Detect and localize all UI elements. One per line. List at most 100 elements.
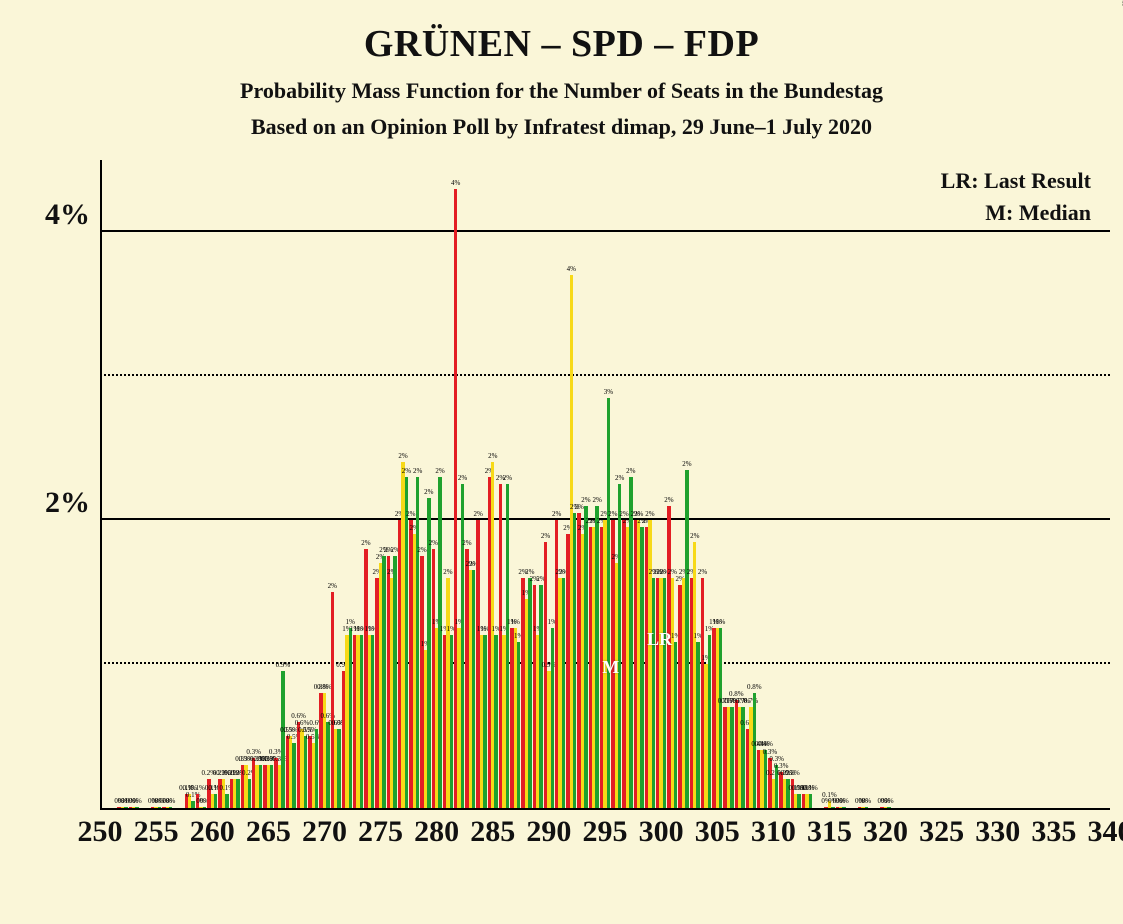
bar-green	[438, 477, 441, 808]
bar-value-label: 2%	[398, 452, 407, 460]
bar-value-label: 2%	[645, 510, 654, 518]
bar-green	[674, 642, 677, 808]
bar-green	[349, 628, 352, 808]
bar-value-label: 0%	[839, 797, 848, 805]
bar-value-label: 0.2%	[785, 769, 800, 777]
bar-green	[584, 506, 587, 808]
bar-green	[214, 794, 217, 808]
bar-value-label: 2%	[503, 474, 512, 482]
bar-green	[259, 765, 262, 808]
bar-green	[517, 642, 520, 808]
y-axis-label: 2%	[45, 486, 90, 520]
bars-group: 0%0%0%0%0%0%0%0%0%0%0%0%0.1%0.1%0.1%0.1%…	[100, 160, 1110, 808]
bar-green	[135, 807, 138, 808]
bar-green	[494, 635, 497, 808]
x-axis-tick: 325	[919, 815, 964, 849]
bar-value-label: 1%	[511, 618, 520, 626]
x-axis	[100, 808, 1110, 810]
bar-value-label: 4%	[451, 179, 460, 187]
x-axis-tick: 270	[302, 815, 347, 849]
x-axis-tick: 255	[134, 815, 179, 849]
bar-value-label: 2%	[458, 474, 467, 482]
bar-value-label: 0.1%	[803, 784, 818, 792]
bar-green	[607, 398, 610, 808]
bar-green	[730, 707, 733, 808]
chart-subtitle-2: Based on an Opinion Poll by Infratest di…	[0, 114, 1123, 140]
bar-green	[483, 635, 486, 808]
bar-green	[528, 578, 531, 808]
bar-green	[225, 794, 228, 808]
x-axis-tick: 340	[1088, 815, 1123, 849]
bar-green	[539, 585, 542, 808]
bar-green	[236, 779, 239, 808]
bar-green	[203, 807, 206, 808]
bar-green	[382, 556, 385, 808]
x-axis-tick: 295	[583, 815, 628, 849]
bar-value-label: 0.1%	[190, 784, 205, 792]
x-axis-tick: 290	[526, 815, 571, 849]
x-axis-tick: 335	[1031, 815, 1076, 849]
bar-value-label: 2%	[406, 510, 415, 518]
bar-value-label: 2%	[593, 496, 602, 504]
bar-green	[169, 807, 172, 808]
x-axis-tick: 320	[863, 815, 908, 849]
bar-green	[629, 477, 632, 808]
x-axis-tick: 315	[807, 815, 852, 849]
x-axis-tick: 250	[78, 815, 123, 849]
bar-value-label: 2%	[626, 467, 635, 475]
bar-value-label: 0.8%	[317, 683, 332, 691]
bar-green	[842, 807, 845, 808]
bar-value-label: 2%	[488, 452, 497, 460]
copyright-text: © 2020 Filip van Laenen	[1119, 0, 1123, 6]
chart-subtitle-1: Probability Mass Function for the Number…	[0, 78, 1123, 104]
bar-green	[887, 807, 890, 808]
bar-green	[719, 628, 722, 808]
plot-area: 2%4% 0%0%0%0%0%0%0%0%0%0%0%0%0.1%0.1%0.1…	[100, 160, 1110, 810]
bar-green	[191, 801, 194, 808]
bar-green	[696, 642, 699, 808]
bar-value-label: 2%	[541, 532, 550, 540]
chart-title: GRÜNEN – SPD – FDP	[0, 22, 1123, 66]
bar-green	[595, 506, 598, 808]
bar-green	[337, 729, 340, 808]
x-axis-ticks: 2502552602652702752802852902953003053103…	[100, 815, 1110, 875]
x-axis-tick: 280	[414, 815, 459, 849]
bar-value-label: 1%	[716, 618, 725, 626]
bar-green	[685, 470, 688, 808]
bar-green	[865, 807, 868, 808]
bar-green	[124, 807, 127, 808]
bar-green	[652, 578, 655, 808]
bar-value-label: 2%	[608, 510, 617, 518]
bar-green	[405, 477, 408, 808]
last-result-marker: LR	[647, 629, 672, 650]
bar-green	[292, 743, 295, 808]
median-marker: M	[602, 657, 619, 678]
bar-green	[158, 807, 161, 808]
bar-green	[831, 807, 834, 808]
bar-value-label: 2%	[435, 467, 444, 475]
bar-value-label: 0%	[132, 797, 141, 805]
bar-green	[281, 671, 284, 808]
bar-value-label: 2%	[682, 460, 691, 468]
bar-green	[809, 794, 812, 808]
bar-green	[618, 484, 621, 808]
bar-green	[326, 722, 329, 808]
x-axis-tick: 275	[358, 815, 403, 849]
bar-green	[315, 729, 318, 808]
bar-value-label: 0.3%	[272, 755, 287, 763]
bar-green	[461, 484, 464, 808]
bar-green	[371, 635, 374, 808]
bar-green	[450, 635, 453, 808]
bar-value-label: 0%	[166, 797, 175, 805]
bar-value-label: 0%	[862, 797, 871, 805]
bar-green	[472, 570, 475, 808]
bar-value-label: 2%	[462, 539, 471, 547]
bar-value-label: 0.8%	[747, 683, 762, 691]
bar-value-label: 2%	[664, 496, 673, 504]
x-axis-tick: 285	[470, 815, 515, 849]
x-axis-tick: 305	[695, 815, 740, 849]
bar-green	[360, 635, 363, 808]
bar-green	[304, 736, 307, 808]
x-axis-tick: 310	[751, 815, 796, 849]
bar-value-label: 2%	[443, 568, 452, 576]
